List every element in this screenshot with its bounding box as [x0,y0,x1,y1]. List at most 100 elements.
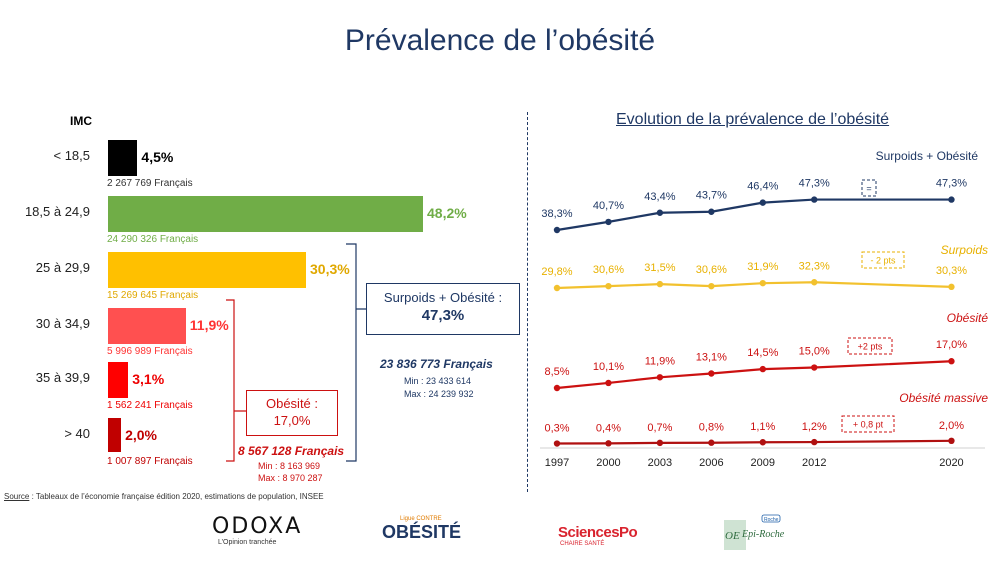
series-point [553,284,561,292]
imc-count-label: 5 996 989 Français [107,346,193,357]
data-label: 11,9% [645,355,676,367]
data-label: 1,1% [750,421,775,433]
lco-logo-top: Ligue CONTRE [400,516,442,522]
surpoids-obesite-value: 47,3% [421,307,465,324]
data-label: 29,8% [541,266,572,278]
surpoids-obesite-box: Surpoids + Obésité : 47,3% [366,283,520,335]
series-point [811,279,818,286]
data-label: 0,4% [596,422,621,434]
data-label: 46,4% [747,181,778,193]
source-key: Source [4,492,30,501]
series-point [948,358,955,365]
change-badge-text: + 0,8 pt [853,420,884,430]
change-badge [847,337,893,355]
series-point [553,226,561,234]
imc-count-label: 15 269 645 Français [107,290,199,301]
data-label: 30,6% [593,264,624,276]
series-point [656,209,664,216]
x-tick-label: 2020 [939,457,963,469]
imc-count-label: 1 562 241 Français [107,400,193,411]
data-label: 15,0% [799,346,830,358]
change-badge-text: +2 pts [858,342,883,352]
data-label: 40,7% [593,200,624,212]
odoxa-logo-name: ODOXA [212,514,303,539]
imc-category-label: 18,5 à 24,9 [24,204,90,219]
imc-row: 30 à 34,9 11,9% 5 996 989 Français [0,308,520,364]
page-title: Prévalence de l’obésité [344,24,656,57]
imc-bar [108,140,138,176]
sciencespo-logo-name: SciencesPo [558,524,638,541]
imc-value-label: 11,9% [189,317,229,333]
series-point [708,439,715,446]
obesite-value: 17,0% [273,413,311,428]
series-name: Surpoids + Obésité [876,149,979,163]
data-label: 32,3% [799,260,830,272]
imc-row: 35 à 39,9 3,1% 1 562 241 Français [0,362,520,418]
series-point [708,282,715,290]
x-tick-label: 2012 [802,457,826,469]
imc-category-label: > 40 [64,426,90,441]
imc-bar [108,308,186,344]
epi-roche-logo-mark: OE [725,530,740,542]
imc-category-label: 30 à 34,9 [35,316,90,331]
imc-row: > 40 2,0% 1 007 897 Français [0,418,520,474]
imc-value-label: 2,0% [125,427,157,443]
data-label: 10,1% [593,361,624,373]
imc-count-label: 1 007 897 Français [107,456,193,467]
series-point [656,439,664,447]
series-point [708,208,715,215]
imc-row: < 18,5 4,5% 2 267 769 Français [0,140,520,196]
series-name: Obésité [947,311,989,325]
imc-count-label: 2 267 769 Français [107,178,193,189]
epi-roche-logo: OE Epi-Roche Roche [724,514,785,550]
x-tick-label: 1997 [545,457,569,469]
data-label: 43,7% [696,190,727,202]
data-label: 30,3% [936,265,967,277]
surpoids-obesite-min: Min : 23 433 614 [404,376,472,386]
imc-value-label: 3,1% [132,371,165,387]
series-name: Obésité massive [899,391,988,405]
imc-bar [108,252,307,288]
sciencespo-logo-sub: CHAIRE SANTÉ [560,541,605,547]
line-chart: 1997 2000 2003 2006 2009 2012 2020 38,3% 40,7% 43… [540,149,989,469]
imc-row: 18,5 à 24,9 48,2% 24 290 326 Français [0,196,520,252]
imc-category-label: 35 à 39,9 [35,370,90,385]
series-point [811,196,818,203]
series-point [948,196,955,203]
change-badge-text: = [866,184,871,194]
source-note: Source : Tableaux de l’économie français… [4,492,324,501]
x-tick-label: 2006 [699,457,723,469]
x-tick-label: 2003 [648,457,672,469]
obesite-min: Min : 8 163 969 [258,461,321,471]
data-label: 31,5% [644,262,675,274]
series-line [556,281,952,290]
surpoids-obesite-label: Surpoids + Obésité : [383,290,503,305]
imc-header: IMC [70,114,92,128]
change-badge [861,251,905,269]
imc-bar [108,418,122,452]
series-point [948,437,955,444]
data-label: 47,3% [936,178,967,190]
change-badge [861,179,877,197]
series-point [605,379,612,387]
data-label: 0,7% [647,422,672,434]
series-point [759,439,766,446]
imc-row: 25 à 29,9 30,3% 15 269 645 Français [0,252,520,308]
imc-value-label: 4,5% [141,149,174,165]
series-point [656,374,664,381]
obesite-label: Obésité : [265,396,319,411]
imc-value-label: 48,2% [427,205,467,221]
series-point [708,370,715,377]
roche-badge-text: Roche [764,517,779,523]
data-label: 1,2% [802,421,827,433]
data-label: 0,8% [699,422,724,434]
source-text: : Tableaux de l’économie française éditi… [29,492,324,501]
data-label: 38,3% [541,208,572,220]
series-point [811,364,818,371]
change-badge [841,415,895,433]
imc-value-label: 30,3% [310,261,350,277]
data-label: 43,4% [644,191,675,203]
x-tick-label: 2009 [751,457,775,469]
epi-roche-logo-name: Epi-Roche [741,529,785,540]
data-label: 14,5% [747,347,778,359]
